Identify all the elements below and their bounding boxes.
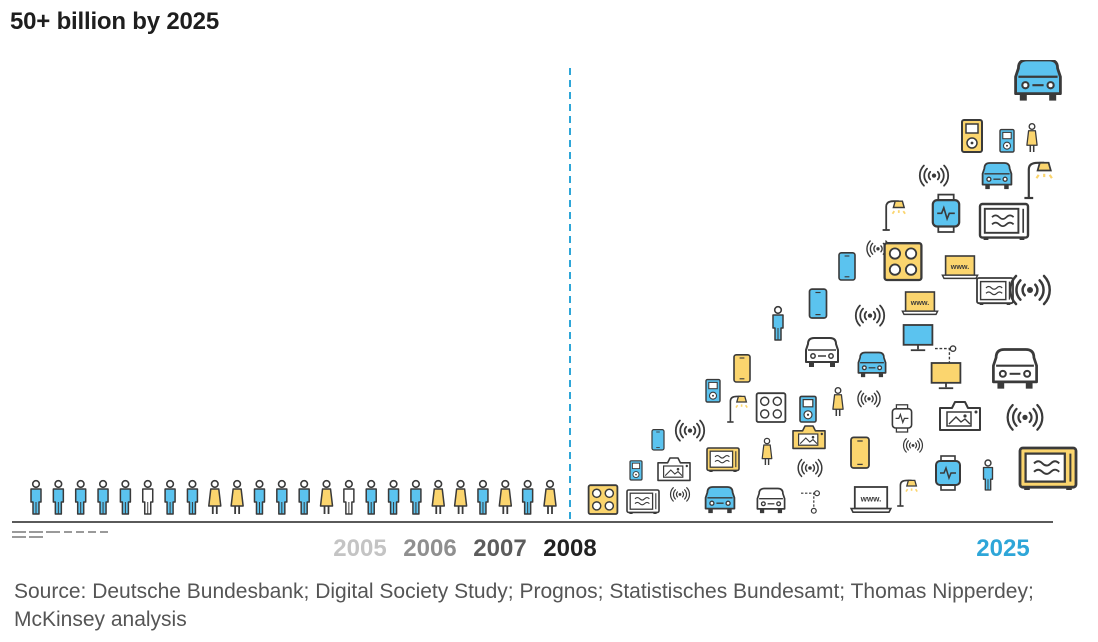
- person-icon: [772, 305, 784, 341]
- person-icon: [97, 479, 109, 515]
- person-icon: [832, 387, 844, 416]
- wifi-icon: [918, 164, 950, 187]
- wifi-icon: [857, 390, 881, 408]
- cooktop-icon: [755, 392, 787, 423]
- ipod-icon: [629, 460, 643, 481]
- smartphone-icon: [733, 353, 751, 383]
- connected-icon: [800, 490, 821, 514]
- smartwatch-icon: [935, 455, 961, 491]
- person-icon: [276, 479, 288, 515]
- streetlamp-icon: [882, 200, 906, 231]
- person-icon: [141, 479, 154, 515]
- camera-icon: [657, 457, 691, 482]
- year-label-2005: 2005: [333, 535, 386, 560]
- year-label-2025: 2025: [976, 535, 1029, 560]
- person-icon: [30, 479, 42, 515]
- wifi-icon: [902, 438, 924, 453]
- person-icon: [431, 479, 446, 514]
- streetlamp-icon: [727, 395, 748, 423]
- smartphone-icon: [651, 428, 665, 451]
- car-icon: [756, 487, 786, 514]
- streetlamp-icon: [897, 479, 918, 507]
- car-icon: [857, 351, 887, 378]
- ipod-icon: [799, 395, 817, 423]
- pictogram-chart: www. www. www. 2005 2006 2007 2008 2025: [12, 60, 1078, 560]
- person-icon: [119, 479, 132, 515]
- year-label-2006: 2006: [403, 535, 456, 560]
- person-icon: [521, 479, 534, 515]
- microwave-icon: [1018, 446, 1078, 490]
- person-icon: [1026, 123, 1038, 152]
- person-icon: [543, 479, 557, 514]
- laptop-icon: www.: [901, 291, 939, 316]
- smartphone-icon: [850, 436, 870, 469]
- streetlamp-icon: [1024, 161, 1053, 200]
- person-icon: [365, 479, 377, 515]
- camera-icon: [939, 401, 981, 431]
- wifi-icon: [669, 487, 691, 502]
- svg-text:www.: www.: [860, 494, 882, 503]
- wifi-icon: [854, 304, 886, 327]
- car-icon: [805, 337, 839, 367]
- person-icon: [74, 479, 87, 515]
- person-icon: [343, 479, 355, 515]
- year-label-2007: 2007: [473, 535, 526, 560]
- smartwatch-icon: [931, 193, 961, 233]
- car-icon: [1014, 60, 1062, 101]
- cooktop-icon: [587, 484, 619, 515]
- monitor-icon: [930, 362, 962, 390]
- microwave-icon: [978, 202, 1030, 240]
- wifi-icon: [1006, 403, 1044, 431]
- laptop-icon: www.: [941, 255, 979, 280]
- smartphone-icon: [808, 288, 828, 319]
- person-icon: [387, 479, 400, 515]
- microwave-icon: [626, 489, 660, 514]
- person-icon: [410, 479, 422, 515]
- person-icon: [208, 479, 222, 514]
- smartphone-icon: [838, 251, 856, 281]
- microwave-icon: [976, 277, 1014, 305]
- microwave-icon: [706, 447, 740, 472]
- person-icon: [186, 479, 199, 515]
- chart-title: 50+ billion by 2025: [10, 8, 219, 35]
- ipod-icon: [961, 119, 983, 153]
- person-icon: [319, 479, 334, 514]
- ipod-icon: [999, 128, 1015, 153]
- car-icon: [981, 162, 1013, 190]
- camera-icon: [792, 425, 826, 450]
- smartwatch-icon: [891, 404, 913, 433]
- person-icon: [498, 479, 513, 514]
- wifi-icon: [797, 458, 823, 478]
- car-icon: [704, 486, 736, 514]
- person-icon: [164, 479, 176, 515]
- wifi-icon: [1009, 274, 1051, 306]
- wifi-icon: [674, 419, 706, 442]
- person-icon: [230, 479, 244, 514]
- person-icon: [982, 459, 994, 491]
- source-note: Source: Deutsche Bundesbank; Digital Soc…: [14, 580, 1034, 631]
- monitor-icon: [902, 324, 934, 352]
- person-icon: [477, 479, 489, 515]
- laptop-icon: www.: [849, 486, 893, 514]
- svg-text:www.: www.: [910, 298, 930, 307]
- svg-text:www.: www.: [950, 262, 970, 271]
- car-icon: [992, 348, 1038, 389]
- person-icon: [253, 479, 266, 515]
- ipod-icon: [705, 378, 721, 403]
- person-icon: [52, 479, 65, 515]
- person-icon: [298, 479, 310, 515]
- year-label-2008: 2008: [543, 535, 596, 560]
- person-icon: [453, 479, 468, 514]
- person-icon: [761, 437, 773, 465]
- cooktop-icon: [883, 242, 923, 282]
